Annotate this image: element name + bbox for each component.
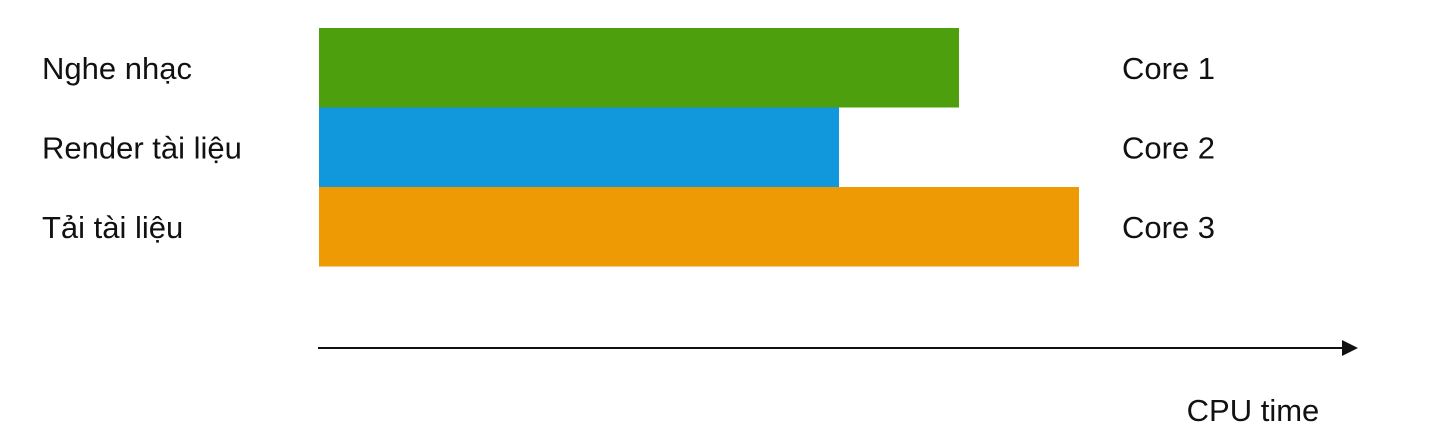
task-bar [319, 28, 959, 108]
core-label: Core 1 [1122, 51, 1215, 86]
task-label: Render tài liệu [42, 130, 242, 165]
time-axis [318, 340, 1358, 356]
task-labels: Nghe nhạc Render tài liệu Tải tài liệu [42, 51, 242, 245]
task-label: Nghe nhạc [42, 51, 192, 86]
core-labels: Core 1 Core 2 Core 3 [1122, 51, 1215, 245]
task-bar [319, 187, 1079, 267]
core-label: Core 3 [1122, 210, 1215, 245]
axis-label: CPU time [1187, 393, 1320, 424]
task-label: Tải tài liệu [42, 210, 183, 245]
task-bar [319, 107, 839, 187]
task-bars [319, 28, 1079, 267]
time-axis-arrowhead [1342, 340, 1358, 356]
core-label: Core 2 [1122, 130, 1215, 165]
